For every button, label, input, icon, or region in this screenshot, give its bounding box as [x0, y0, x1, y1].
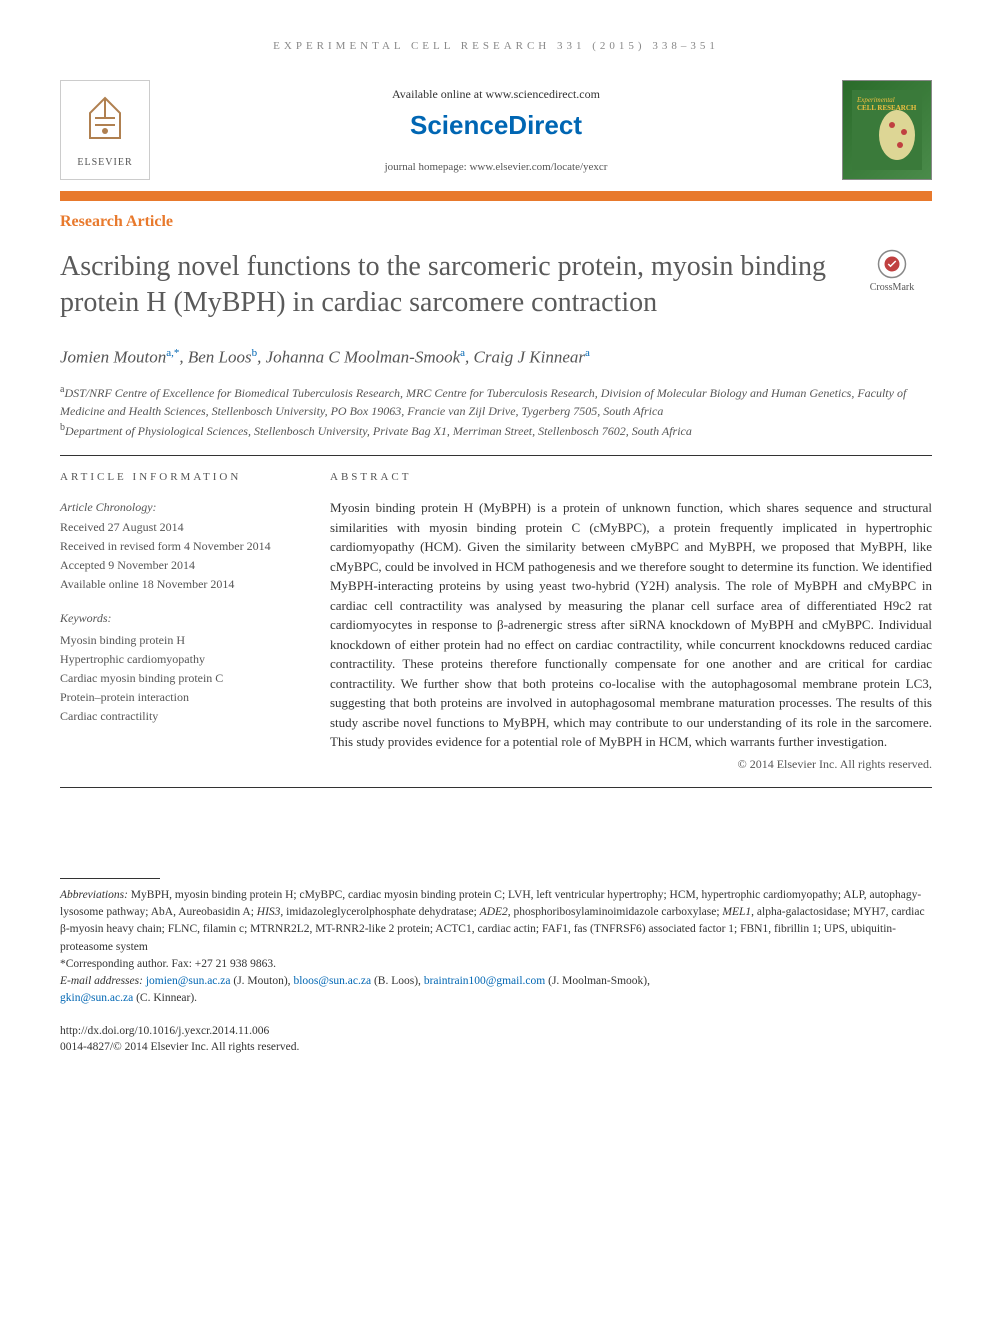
- orange-divider-bar: [60, 191, 932, 201]
- corresponding-author: *Corresponding author. Fax: +27 21 938 9…: [60, 956, 932, 973]
- section-label: Research Article: [60, 213, 932, 231]
- doi: http://dx.doi.org/10.1016/j.yexcr.2014.1…: [60, 1023, 932, 1039]
- revised-date: Received in revised form 4 November 2014: [60, 537, 300, 556]
- chronology-label: Article Chronology:: [60, 498, 300, 517]
- svg-text:Experimental: Experimental: [856, 96, 895, 104]
- received-date: Received 27 August 2014: [60, 518, 300, 537]
- abstract-copyright: © 2014 Elsevier Inc. All rights reserved…: [330, 757, 932, 772]
- abbreviations: Abbreviations: MyBPH, myosin binding pro…: [60, 887, 932, 956]
- corresponding-fax: Fax: +27 21 938 9863.: [169, 958, 276, 970]
- journal-cover-logo: ExperimentalCELL RESEARCH: [842, 80, 932, 180]
- divider-bottom: [60, 787, 932, 788]
- email-4[interactable]: gkin@sun.ac.za: [60, 992, 133, 1004]
- elsevier-label: ELSEVIER: [77, 157, 132, 168]
- email-2[interactable]: bloos@sun.ac.za: [293, 975, 371, 987]
- email-3[interactable]: braintrain100@gmail.com: [424, 975, 545, 987]
- running-head: EXPERIMENTAL CELL RESEARCH 331 (2015) 33…: [60, 40, 932, 52]
- email-1-name: (J. Mouton),: [231, 975, 294, 987]
- journal-homepage: journal homepage: www.elsevier.com/locat…: [150, 161, 842, 173]
- affil-b: Department of Physiological Sciences, St…: [65, 424, 692, 438]
- accepted-date: Accepted 9 November 2014: [60, 556, 300, 575]
- abstract-text: Myosin binding protein H (MyBPH) is a pr…: [330, 498, 932, 752]
- keyword-2: Hypertrophic cardiomyopathy: [60, 650, 300, 669]
- keywords-label: Keywords:: [60, 609, 300, 628]
- keyword-3: Cardiac myosin binding protein C: [60, 669, 300, 688]
- sciencedirect-logo: ScienceDirect: [150, 110, 842, 141]
- online-date: Available online 18 November 2014: [60, 575, 300, 594]
- article-info-column: article information Article Chronology: …: [60, 471, 300, 772]
- affiliations: aDST/NRF Centre of Excellence for Biomed…: [60, 382, 932, 440]
- keyword-5: Cardiac contractility: [60, 707, 300, 726]
- email-addresses: E-mail addresses: jomien@sun.ac.za (J. M…: [60, 973, 932, 1008]
- article-title: Ascribing novel functions to the sarcome…: [60, 249, 832, 322]
- authors: Jomien Moutona,*, Ben Loosb, Johanna C M…: [60, 347, 932, 368]
- email-2-name: (B. Loos),: [371, 975, 424, 987]
- svg-text:CELL RESEARCH: CELL RESEARCH: [857, 104, 917, 112]
- email-3-name: (J. Moolman-Smook),: [545, 975, 650, 987]
- doi-block: http://dx.doi.org/10.1016/j.yexcr.2014.1…: [60, 1023, 932, 1055]
- crossmark-badge[interactable]: CrossMark: [852, 249, 932, 293]
- corresponding-label: *Corresponding author.: [60, 958, 169, 970]
- email-4-name: (C. Kinnear).: [133, 992, 197, 1004]
- affil-a: DST/NRF Centre of Excellence for Biomedi…: [60, 386, 906, 418]
- available-online: Available online at www.sciencedirect.co…: [150, 87, 842, 102]
- header-center: Available online at www.sciencedirect.co…: [150, 77, 842, 183]
- abbrev-text: MyBPH, myosin binding protein H; cMyBPC,…: [60, 889, 925, 953]
- email-label: E-mail addresses:: [60, 975, 146, 987]
- abstract-column: abstract Myosin binding protein H (MyBPH…: [330, 471, 932, 772]
- abbrev-label: Abbreviations:: [60, 889, 128, 901]
- footer-divider: [60, 878, 160, 879]
- email-1[interactable]: jomien@sun.ac.za: [146, 975, 231, 987]
- issn-copyright: 0014-4827/© 2014 Elsevier Inc. All right…: [60, 1039, 932, 1055]
- keyword-1: Myosin binding protein H: [60, 631, 300, 650]
- divider-top: [60, 455, 932, 456]
- article-info-header: article information: [60, 471, 300, 483]
- elsevier-logo: ELSEVIER: [60, 80, 150, 180]
- crossmark-label: CrossMark: [852, 282, 932, 293]
- header-box: ELSEVIER Available online at www.science…: [60, 77, 932, 183]
- abstract-header: abstract: [330, 471, 932, 483]
- keyword-4: Protein–protein interaction: [60, 688, 300, 707]
